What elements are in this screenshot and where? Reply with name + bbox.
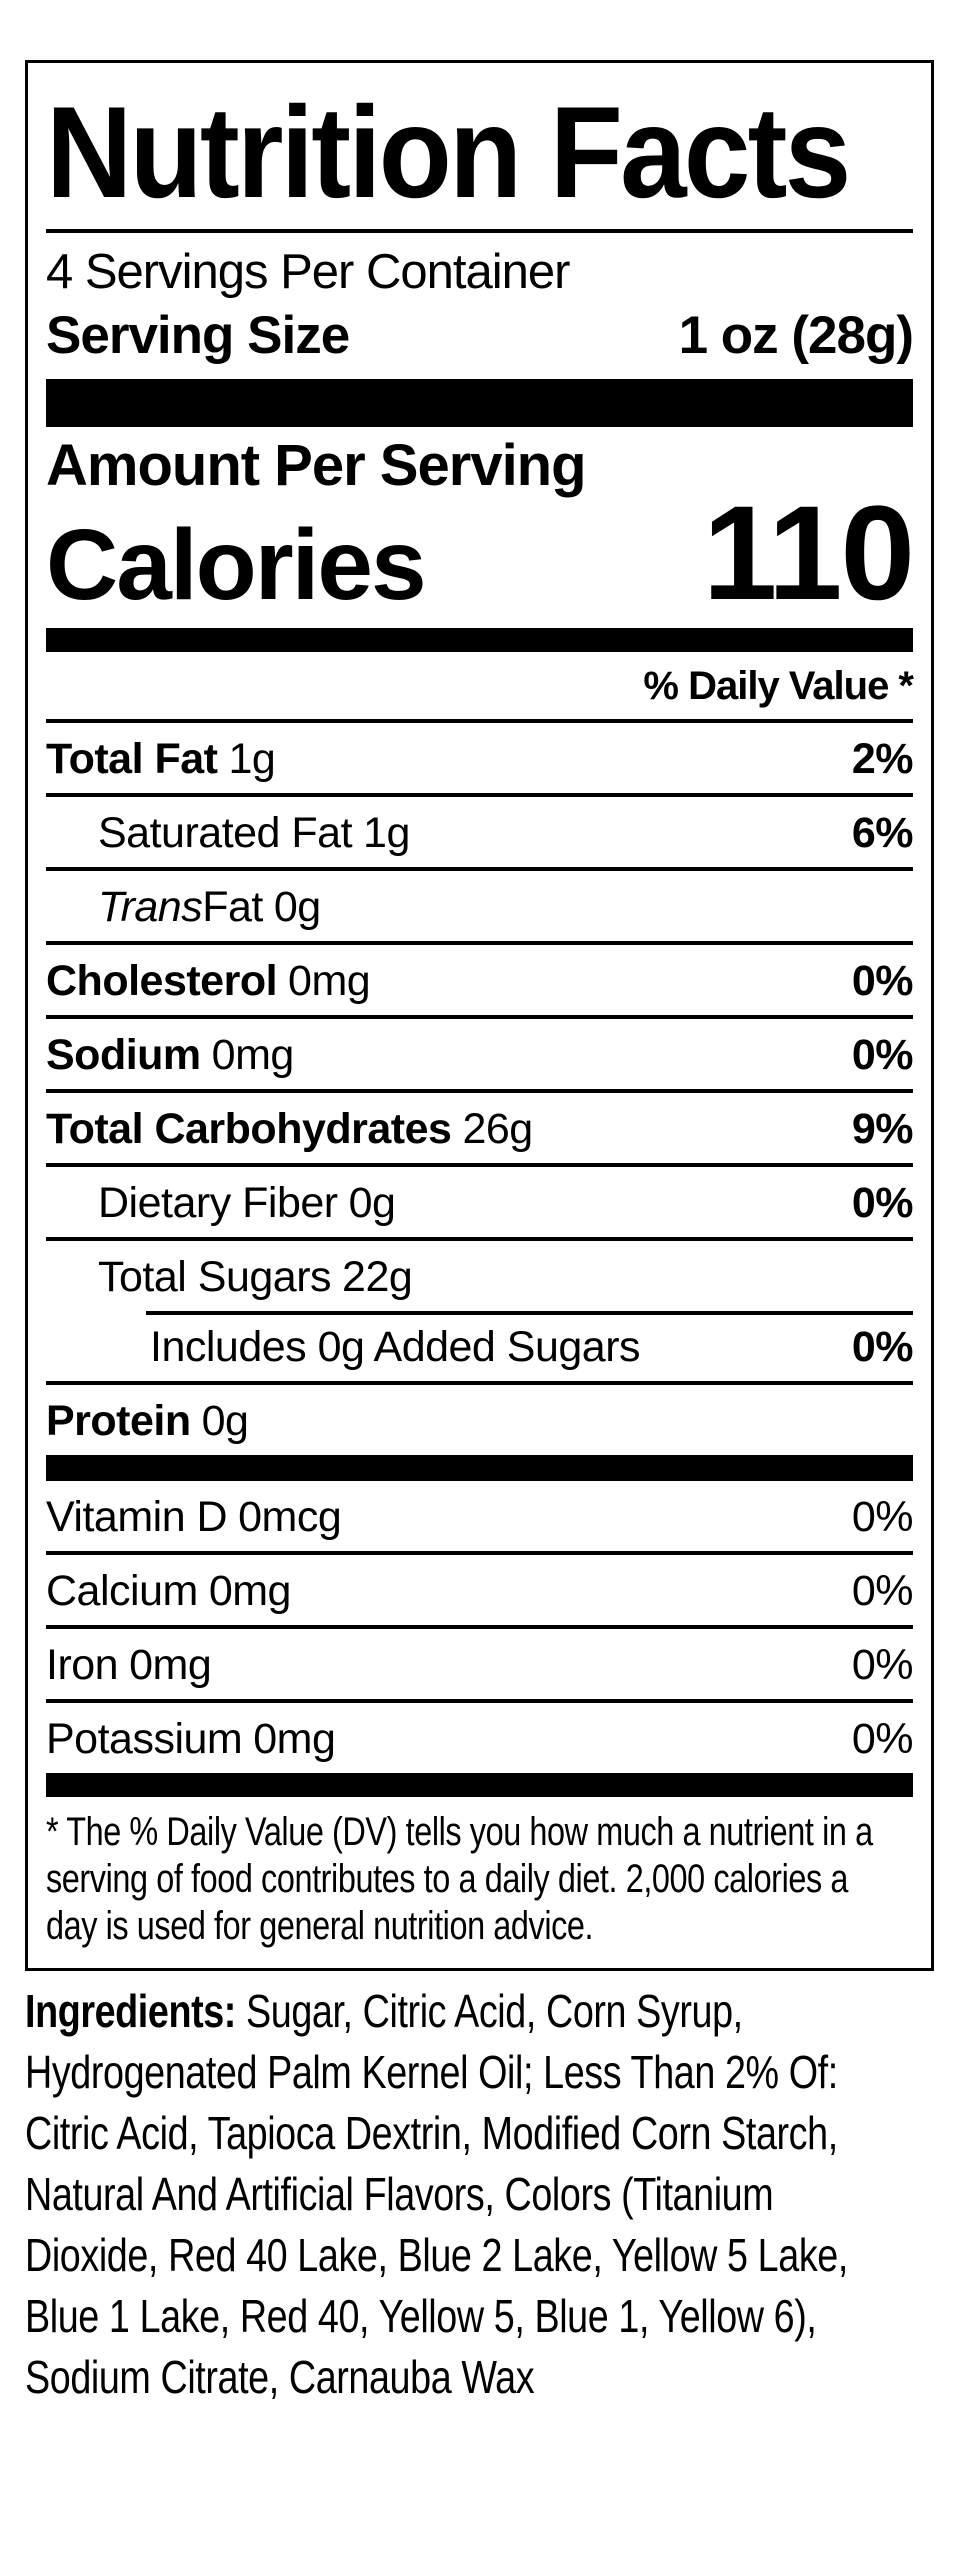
daily-value-footnote: * The % Daily Value (DV) tells you how m… <box>46 1809 873 1948</box>
serving-size-value: 1 oz (28g) <box>678 305 914 365</box>
thick-divider-bar <box>46 1454 913 1481</box>
nutrient-row: Includes 0g Added Sugars 0% <box>46 1310 914 1381</box>
nutrient-row: Calcium 0mg 0% <box>46 1550 914 1625</box>
nutrient-amount: 22g <box>342 1252 413 1301</box>
nutrient-row: Iron 0mg 0% <box>46 1624 914 1699</box>
daily-value: 6% <box>851 808 914 857</box>
nutrient-name-suffix: Fat <box>202 882 263 931</box>
nutrient-name: Vitamin D <box>46 1492 228 1541</box>
nutrient-amount: 0mcg <box>238 1492 342 1541</box>
daily-value: 0% <box>851 1030 914 1079</box>
nutrient-row: Saturated Fat 1g 6% <box>46 792 914 867</box>
nutrient-amount: 0g <box>201 1396 249 1445</box>
daily-value: 0% <box>851 1492 914 1541</box>
nutrient-amount: 0g <box>348 1178 396 1227</box>
calories-label: Calories <box>46 508 427 621</box>
nutrient-name: Trans <box>98 882 203 931</box>
daily-value: 9% <box>851 1104 914 1153</box>
nutrient-name: Iron <box>46 1640 119 1689</box>
nutrient-amount: 1g <box>363 808 410 857</box>
nutrient-name: Includes 0g Added Sugars <box>150 1322 641 1371</box>
serving-size-row: Serving Size 1 oz (28g) <box>46 305 914 367</box>
calories-row: Calories 110 <box>46 478 915 628</box>
nutrient-amount: 0mg <box>288 956 371 1005</box>
daily-value: 2% <box>851 734 914 783</box>
daily-value: 0% <box>851 1714 914 1763</box>
servings-per-container: 4 Servings Per Container <box>46 245 570 299</box>
nutrient-row: Dietary Fiber 0g 0% <box>46 1162 914 1237</box>
nutrient-amount: 0mg <box>253 1714 336 1763</box>
nutrient-name: Potassium <box>46 1714 243 1763</box>
nutrient-name: Total Fat <box>46 734 218 783</box>
daily-value: 0% <box>851 1322 914 1371</box>
main-rows: Total Fat 1g 2% Saturated Fat 1g 6% Trans … <box>46 718 914 1455</box>
daily-value: 0% <box>851 1640 914 1689</box>
nutrient-row: Protein 0g <box>46 1380 913 1455</box>
nutrient-name: Dietary Fiber <box>98 1178 338 1227</box>
nutrition-facts-title: Nutrition Facts <box>46 79 851 225</box>
nutrient-row: Total Carbohydrates 26g 9% <box>46 1088 914 1163</box>
nutrient-amount: 0mg <box>211 1030 295 1079</box>
nutrient-name: Total Carbohydrates <box>46 1104 452 1153</box>
serving-size-label: Serving Size <box>46 305 350 365</box>
vitamin-rows: Vitamin D 0mcg 0% Calcium 0mg 0% Iron 0mg 0… <box>46 1481 914 1773</box>
nutrient-name: Total Sugars <box>98 1252 332 1301</box>
ingredients-label: Ingredients: <box>25 1984 236 2037</box>
thick-divider-bar <box>46 1772 913 1797</box>
nutrient-name: Cholesterol <box>46 956 278 1005</box>
ingredients-text: Sugar, Citric Acid, Corn Syrup, Hydrogen… <box>25 1984 848 2403</box>
daily-value-header: % Daily Value * <box>643 663 914 708</box>
nutrient-amount: 0mg <box>129 1640 212 1689</box>
nutrient-row: Total Fat 1g 2% <box>46 718 914 793</box>
ingredients-paragraph: Ingredients: Sugar, Citric Acid, Corn Sy… <box>25 1981 960 2408</box>
nutrient-name: Calcium <box>46 1566 198 1615</box>
nutrient-row: Vitamin D 0mcg 0% <box>46 1481 914 1551</box>
amount-per-serving: Amount Per Serving <box>46 432 587 498</box>
nutrient-name: Protein <box>46 1396 191 1445</box>
daily-value: 0% <box>851 956 914 1005</box>
nutrition-facts-label: Nutrition Facts 4 Servings Per Container… <box>25 60 934 1971</box>
nutrient-amount: 0g <box>273 882 321 931</box>
nutrient-amount: 1g <box>228 734 276 783</box>
daily-value: 0% <box>851 1178 914 1227</box>
nutrient-amount: 0mg <box>208 1566 292 1615</box>
nutrient-row: Total Sugars 22g <box>46 1236 913 1311</box>
nutrient-name: Sodium <box>46 1030 201 1079</box>
thick-divider-bar <box>46 378 913 427</box>
calories-value: 110 <box>702 478 915 628</box>
title-divider <box>46 229 913 233</box>
nutrient-name: Saturated Fat <box>98 808 353 857</box>
daily-value: 0% <box>851 1566 914 1615</box>
nutrient-row: Potassium 0mg 0% <box>46 1698 914 1773</box>
thick-divider-bar <box>46 627 913 652</box>
nutrient-row: Sodium 0mg 0% <box>46 1014 914 1089</box>
nutrient-amount: 26g <box>462 1104 533 1153</box>
nutrient-row: Trans Fat 0g <box>46 866 913 941</box>
nutrient-row: Cholesterol 0mg 0% <box>46 940 914 1015</box>
